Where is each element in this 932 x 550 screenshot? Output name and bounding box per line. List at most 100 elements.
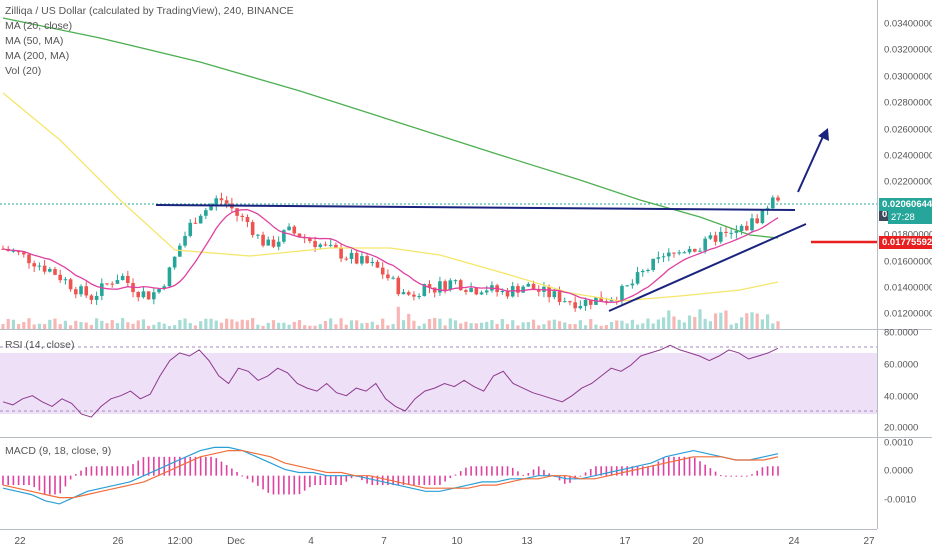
candle-body bbox=[22, 252, 26, 255]
macd-hist-bar bbox=[59, 475, 62, 494]
volume-bar bbox=[17, 324, 21, 329]
candle-body bbox=[687, 248, 692, 253]
candle-body bbox=[11, 250, 16, 252]
volume-bar bbox=[521, 322, 525, 329]
rsi-axis-tick: 20.0000 bbox=[884, 422, 919, 434]
volume-bar bbox=[401, 320, 406, 329]
time-axis-tick: Dec bbox=[227, 536, 245, 547]
time-axis[interactable]: 22 26 12:00 Dec 4 7 10 13 17 20 24 27 bbox=[0, 529, 877, 550]
time-axis-tick: 13 bbox=[521, 536, 533, 547]
macd-hist-bar bbox=[652, 464, 654, 476]
candle-body bbox=[120, 275, 125, 281]
candle-body bbox=[27, 254, 31, 264]
volume-bar bbox=[84, 322, 88, 329]
volume-bar bbox=[713, 313, 718, 329]
volume-bar bbox=[500, 319, 504, 329]
time-axis-tick: 22 bbox=[14, 536, 26, 547]
legend-vol[interactable]: Vol (20) bbox=[5, 65, 42, 77]
volume-bar bbox=[178, 319, 182, 329]
candle-body bbox=[718, 231, 723, 242]
candle-body bbox=[318, 244, 323, 248]
price-axis-tick: 0.03200000 bbox=[884, 44, 932, 56]
volume-bar bbox=[724, 310, 728, 329]
macd-hist-bar bbox=[262, 475, 264, 490]
macd-legend[interactable]: MACD (9, 18, close, 9) bbox=[5, 445, 112, 457]
candle-body bbox=[219, 198, 224, 201]
volume-bar bbox=[407, 313, 411, 329]
candle-body bbox=[349, 252, 354, 259]
volume-bar bbox=[131, 323, 135, 329]
macd-hist-bar bbox=[480, 466, 483, 476]
price-chart-svg[interactable] bbox=[0, 0, 877, 329]
candle-body bbox=[521, 286, 525, 293]
volume-bar bbox=[287, 324, 291, 329]
candle-body bbox=[89, 295, 94, 300]
macd-hist-bar bbox=[189, 456, 192, 476]
macd-hist-bar bbox=[517, 471, 519, 476]
volume-bar bbox=[703, 318, 707, 329]
volume-bar bbox=[755, 313, 759, 329]
volume-bar bbox=[453, 320, 458, 329]
candle-body bbox=[74, 289, 78, 295]
legend-ma50[interactable]: MA (50, MA) bbox=[5, 35, 64, 47]
macd-hist-bar bbox=[740, 475, 743, 477]
candle-body bbox=[172, 256, 177, 268]
candle-body bbox=[401, 292, 406, 295]
macd-hist-bar bbox=[647, 466, 649, 476]
volume-bar bbox=[240, 319, 244, 329]
volume-bar bbox=[615, 320, 619, 329]
volume-bar bbox=[464, 321, 468, 329]
macd-hist-bar bbox=[693, 457, 696, 476]
volume-bar bbox=[277, 322, 281, 329]
candle-body bbox=[500, 290, 505, 293]
candle-body bbox=[474, 288, 479, 295]
macd-axis[interactable]: 0.0010 0.0000 -0.0010 bbox=[877, 438, 932, 529]
support-trendline[interactable] bbox=[608, 223, 807, 312]
pane-separator[interactable] bbox=[0, 329, 932, 330]
volume-bar bbox=[308, 325, 312, 329]
candle-body bbox=[531, 283, 536, 290]
rsi-pane[interactable]: RSI (14, close) bbox=[0, 330, 877, 437]
macd-hist-bar bbox=[444, 475, 446, 482]
macd-hist-bar bbox=[428, 475, 431, 486]
volume-bar bbox=[11, 319, 16, 329]
macd-hist-bar bbox=[293, 475, 296, 495]
rsi-legend[interactable]: RSI (14, close) bbox=[5, 339, 75, 351]
time-axis-tick: 26 bbox=[112, 536, 124, 547]
macd-hist-bar bbox=[121, 466, 124, 476]
candle-body bbox=[375, 261, 380, 268]
price-axis[interactable]: 0.03400000 0.03200000 0.03000000 0.02800000… bbox=[877, 0, 932, 329]
price-pane[interactable]: Zilliqa / US Dollar (calculated by Tradi… bbox=[0, 0, 877, 329]
macd-hist-bar bbox=[584, 472, 587, 476]
candle-body bbox=[458, 280, 463, 291]
candle-body bbox=[505, 290, 510, 297]
macd-hist-bar bbox=[12, 475, 15, 486]
macd-pane[interactable]: MACD (9, 18, close, 9) bbox=[0, 438, 877, 529]
pane-separator[interactable] bbox=[0, 437, 932, 438]
rsi-axis[interactable]: 80.0000 60.0000 40.0000 20.0000 bbox=[877, 328, 932, 437]
candle-body bbox=[552, 291, 557, 298]
volume-bar bbox=[43, 324, 47, 329]
macd-hist-bar bbox=[43, 475, 46, 495]
candle-body bbox=[94, 295, 99, 300]
legend-ma20[interactable]: MA (20, close) bbox=[5, 20, 73, 32]
candle-body bbox=[79, 286, 83, 295]
volume-bar bbox=[620, 320, 624, 329]
macd-hist-bar bbox=[470, 466, 472, 476]
candle-body bbox=[484, 290, 489, 293]
volume-bar bbox=[105, 323, 109, 329]
macd-hist-bar bbox=[116, 466, 119, 476]
rsi-chart-svg[interactable] bbox=[0, 330, 877, 437]
resistance-trendline[interactable] bbox=[155, 204, 796, 211]
volume-bar bbox=[245, 320, 250, 329]
volume-bar bbox=[375, 324, 380, 329]
macd-chart-svg[interactable] bbox=[0, 438, 877, 529]
macd-hist-bar bbox=[610, 466, 613, 476]
macd-hist-bar bbox=[38, 475, 41, 491]
legend-ma200[interactable]: MA (200, MA) bbox=[5, 50, 70, 62]
volume-bar bbox=[391, 324, 395, 329]
macd-hist-bar bbox=[101, 466, 103, 476]
volume-bar bbox=[48, 319, 52, 329]
arrow-line[interactable] bbox=[797, 131, 826, 193]
volume-bar bbox=[448, 318, 452, 329]
